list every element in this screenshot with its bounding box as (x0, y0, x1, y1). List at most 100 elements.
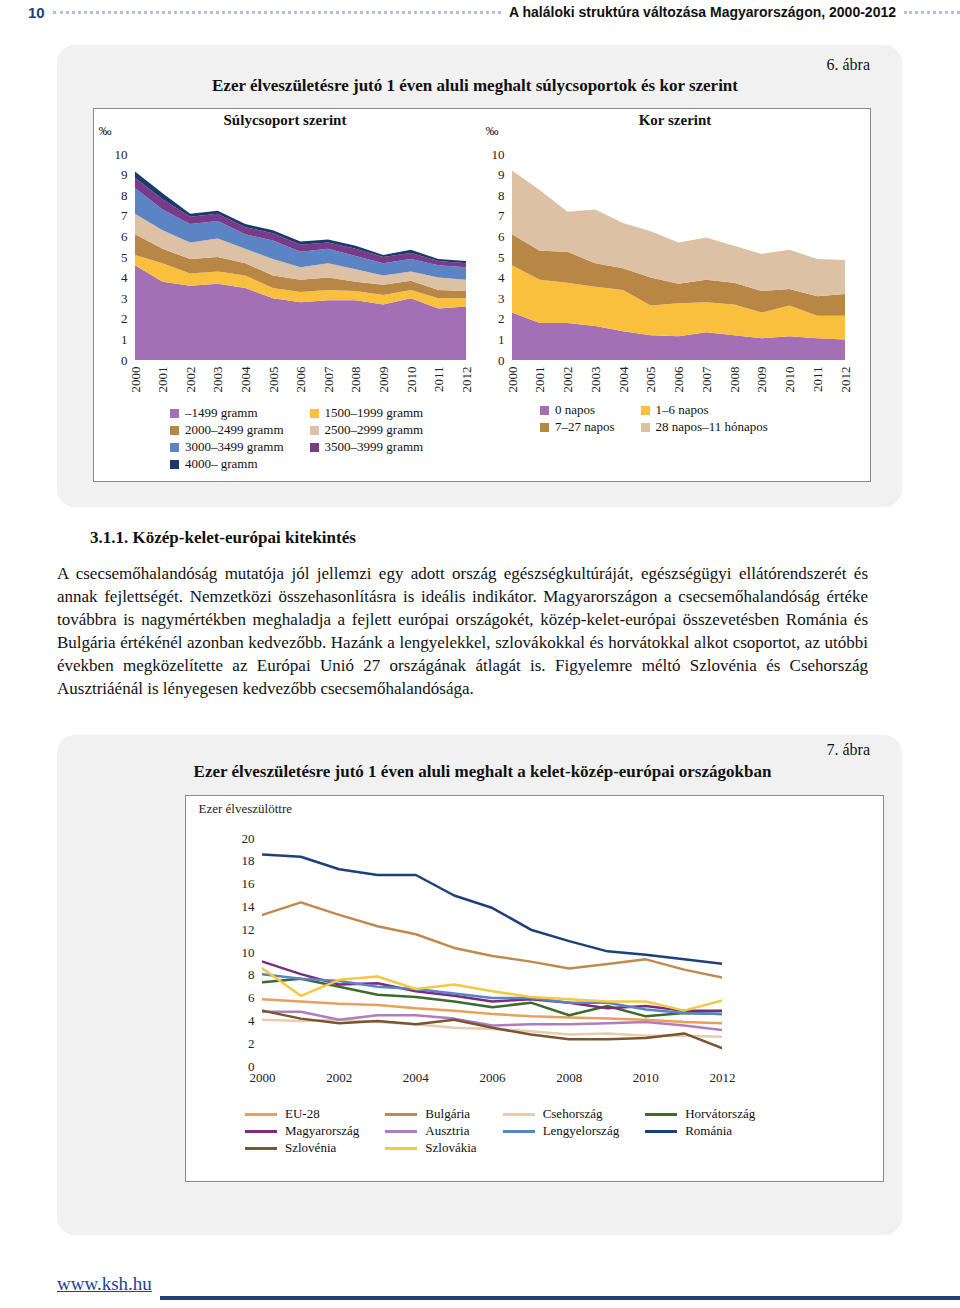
html-text:Horvátország: Horvátország (685, 1106, 756, 1121)
svg-text:14: 14 (242, 899, 256, 914)
html-text:4000– gramm: 4000– gramm (185, 456, 258, 471)
html-text:Csehország: Csehország (542, 1106, 603, 1121)
svg-text:8: 8 (498, 188, 505, 203)
svg-text:2010: 2010 (782, 367, 797, 393)
svg-text:2000: 2000 (505, 367, 520, 393)
svg-text:7: 7 (498, 208, 505, 223)
svg-text:2002: 2002 (560, 367, 575, 393)
html-text:Súlycsoport szerint: Súlycsoport szerint (223, 112, 347, 128)
svg-text:‰: ‰ (486, 123, 499, 138)
html-text:Ezer élveszületésre jutó 1 éve: Ezer élveszületésre jutó 1 éven aluli me… (212, 76, 738, 95)
svg-text:2009: 2009 (754, 367, 769, 393)
svg-text:2: 2 (498, 311, 505, 326)
svg-text:16: 16 (242, 876, 256, 891)
svg-text:2001: 2001 (532, 367, 547, 393)
html-text:A csecsemőhalandóság mutatója: A csecsemőhalandóság mutatója jól jellem… (57, 564, 868, 698)
svg-text:2004: 2004 (238, 366, 253, 393)
svg-text:12: 12 (242, 922, 255, 937)
svg-text:6: 6 (498, 229, 505, 244)
svg-text:2010: 2010 (633, 1070, 659, 1085)
svg-text:Ezer élveszülöttre: Ezer élveszülöttre (199, 801, 293, 816)
svg-text:2010: 2010 (403, 367, 418, 393)
svg-text:2007: 2007 (321, 366, 336, 393)
svg-text:2012: 2012 (459, 367, 474, 393)
html-text:3000–3499 gramm: 3000–3499 gramm (185, 439, 284, 454)
html-text:Lengyelország: Lengyelország (542, 1123, 620, 1138)
svg-text:2004: 2004 (616, 366, 631, 393)
svg-text:4: 4 (248, 1013, 255, 1028)
html-text:28 napos–11 hónapos: 28 napos–11 hónapos (655, 419, 768, 434)
svg-text:4: 4 (121, 270, 128, 285)
svg-text:2008: 2008 (348, 367, 363, 393)
html-text:Ezer élveszületésre jutó 1 éve: Ezer élveszületésre jutó 1 éven aluli me… (193, 762, 772, 781)
svg-text:2011: 2011 (810, 367, 825, 393)
svg-text:2002: 2002 (183, 367, 198, 393)
svg-text:2008: 2008 (556, 1070, 582, 1085)
svg-text:1: 1 (121, 332, 128, 347)
svg-text:2003: 2003 (588, 367, 603, 393)
svg-text:2: 2 (248, 1036, 255, 1051)
svg-text:2006: 2006 (293, 366, 308, 393)
html-text:10: 10 (28, 3, 45, 21)
svg-text:3: 3 (121, 291, 128, 306)
svg-text:6: 6 (248, 990, 255, 1005)
svg-text:0: 0 (121, 353, 128, 368)
html-text:EU-28: EU-28 (285, 1106, 320, 1121)
svg-text:2012: 2012 (710, 1070, 736, 1085)
svg-text:2000: 2000 (250, 1070, 276, 1085)
html-text:2000–2499 gramm: 2000–2499 gramm (185, 422, 284, 437)
svg-text:8: 8 (121, 188, 128, 203)
svg-text:2006: 2006 (480, 1070, 507, 1085)
svg-text:2004: 2004 (403, 1070, 430, 1085)
svg-text:2001: 2001 (155, 367, 170, 393)
html-text:1–6 napos: 1–6 napos (655, 402, 709, 417)
svg-text:2002: 2002 (326, 1070, 352, 1085)
svg-text:1: 1 (498, 332, 505, 347)
html-text:Kor szerint: Kor szerint (638, 112, 712, 128)
svg-text:2009: 2009 (376, 367, 391, 393)
svg-text:0: 0 (498, 353, 505, 368)
svg-text:2: 2 (121, 311, 128, 326)
svg-text:2006: 2006 (671, 366, 686, 393)
svg-text:10: 10 (242, 945, 255, 960)
html-text:Bulgária: Bulgária (425, 1106, 471, 1121)
svg-text:10: 10 (492, 147, 505, 162)
html-text:Románia: Románia (685, 1123, 733, 1138)
svg-text:2000: 2000 (128, 367, 143, 393)
svg-text:2008: 2008 (727, 367, 742, 393)
svg-text:4: 4 (498, 270, 505, 285)
html-text:A haláloki struktúra változása: A haláloki struktúra változása Magyarors… (509, 4, 896, 20)
svg-text:2007: 2007 (699, 366, 714, 393)
svg-text:2005: 2005 (266, 367, 281, 393)
html-text:Magyarország: Magyarország (285, 1123, 360, 1138)
svg-text:2003: 2003 (210, 367, 225, 393)
svg-text:3: 3 (498, 291, 505, 306)
svg-text:‰: ‰ (99, 123, 112, 138)
html-text:Szlovákia: Szlovákia (425, 1140, 477, 1155)
svg-text:2011: 2011 (431, 367, 446, 393)
html-text:3500–3999 gramm: 3500–3999 gramm (324, 439, 424, 454)
svg-text:9: 9 (498, 167, 505, 182)
svg-text:5: 5 (498, 250, 505, 265)
svg-text:18: 18 (242, 853, 255, 868)
html-text:Szlovénia: Szlovénia (285, 1140, 337, 1155)
svg-text:8: 8 (248, 967, 255, 982)
svg-text:10: 10 (115, 147, 128, 162)
html-text:0 napos: 0 napos (555, 402, 596, 417)
html-text:6. ábra: 6. ábra (826, 56, 870, 73)
html-text:7–27 napos: 7–27 napos (555, 419, 615, 434)
svg-text:9: 9 (121, 167, 128, 182)
svg-text:7: 7 (121, 208, 128, 223)
svg-text:2005: 2005 (643, 367, 658, 393)
html-text:2500–2999 gramm: 2500–2999 gramm (324, 422, 424, 437)
svg-text:20: 20 (242, 831, 255, 846)
html-text:Ausztria: Ausztria (425, 1123, 470, 1138)
html-text:3.1.1. Közép-kelet-európai kit: 3.1.1. Közép-kelet-európai kitekintés (90, 528, 356, 547)
svg-text:2012: 2012 (838, 367, 853, 393)
svg-text:5: 5 (121, 250, 128, 265)
html-text:7. ábra: 7. ábra (826, 741, 870, 758)
html-text:–1499 gramm: –1499 gramm (185, 405, 258, 420)
svg-text:6: 6 (121, 229, 128, 244)
html-text:www.ksh.hu: www.ksh.hu (57, 1273, 152, 1294)
html-text:1500–1999 gramm: 1500–1999 gramm (324, 405, 424, 420)
